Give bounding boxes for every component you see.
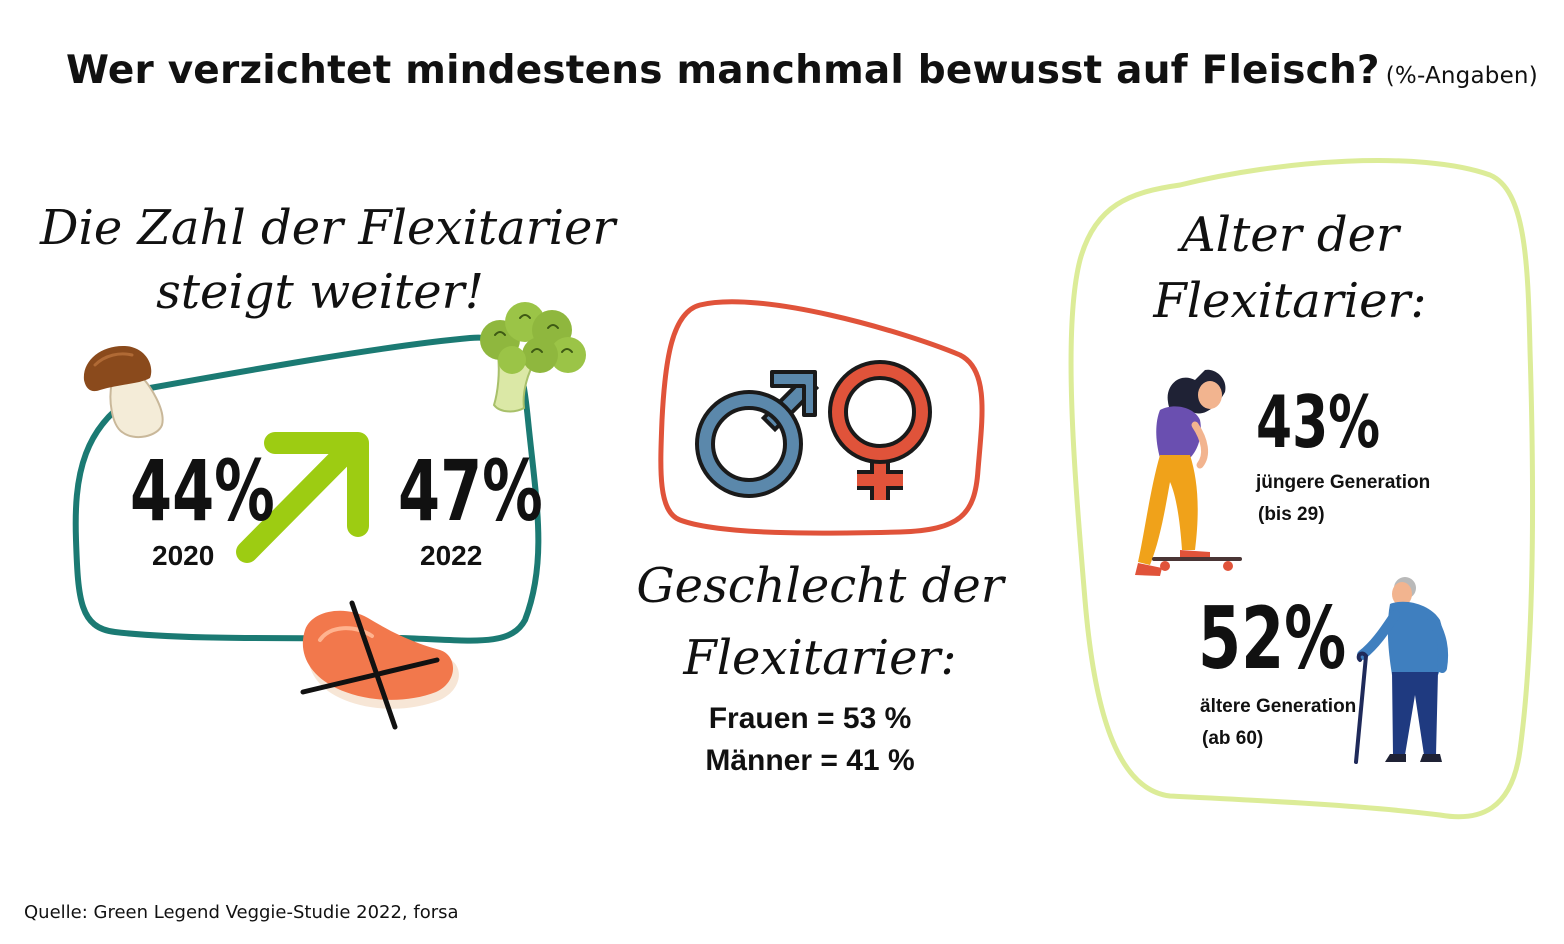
age-heading: Alter der Flexitarier:: [1120, 202, 1460, 334]
male-symbol-icon: [695, 370, 820, 498]
value-2020: 44%: [130, 442, 275, 540]
year-2020: 2020: [152, 540, 215, 571]
gender-frame: [658, 299, 985, 536]
crossed-meat-icon: [300, 600, 459, 730]
trend-frame: [72, 334, 542, 644]
gender-heading: Geschlecht der Flexitarier:: [610, 550, 1030, 694]
old-range: (ab 60): [1202, 728, 1264, 749]
young-label: jüngere Generation: [1256, 472, 1431, 493]
title-unit: (%-Angaben): [1385, 63, 1538, 89]
young-range: (bis 29): [1258, 504, 1325, 525]
men-share: Männer = 41 %: [705, 744, 915, 777]
increase-arrow-icon: [236, 432, 369, 563]
page-title: Wer verzichtet mindestens manchmal bewus…: [66, 48, 1538, 93]
senior-with-cane-icon: [1354, 577, 1449, 764]
young-value: 43%: [1256, 380, 1381, 464]
women-share: Frauen = 53 %: [708, 702, 912, 735]
female-symbol-icon: [828, 360, 932, 500]
title-text: Wer verzichtet mindestens manchmal bewus…: [66, 48, 1380, 93]
trend-heading-line1: Die Zahl der Flexitarier: [40, 200, 616, 256]
year-2022: 2022: [420, 540, 483, 571]
age-heading-line2: Flexitarier:: [1153, 273, 1427, 329]
mushroom-icon: [83, 345, 164, 439]
old-value: 52%: [1198, 589, 1347, 689]
trend-heading: Die Zahl der Flexitarier steigt weiter!: [40, 196, 616, 324]
gender-heading-line1: Geschlecht der: [636, 558, 1004, 614]
gender-heading-line2: Flexitarier:: [683, 630, 957, 686]
trend-heading-line2: steigt weiter!: [156, 264, 484, 320]
broccoli-icon: [480, 302, 586, 413]
skateboarder-icon: [1135, 369, 1242, 576]
age-frame: [1068, 158, 1536, 820]
old-label: ältere Generation: [1200, 696, 1357, 717]
age-heading-line1: Alter der: [1181, 207, 1399, 263]
source-note: Quelle: Green Legend Veggie-Studie 2022,…: [24, 902, 459, 923]
value-2022: 47%: [398, 442, 543, 540]
